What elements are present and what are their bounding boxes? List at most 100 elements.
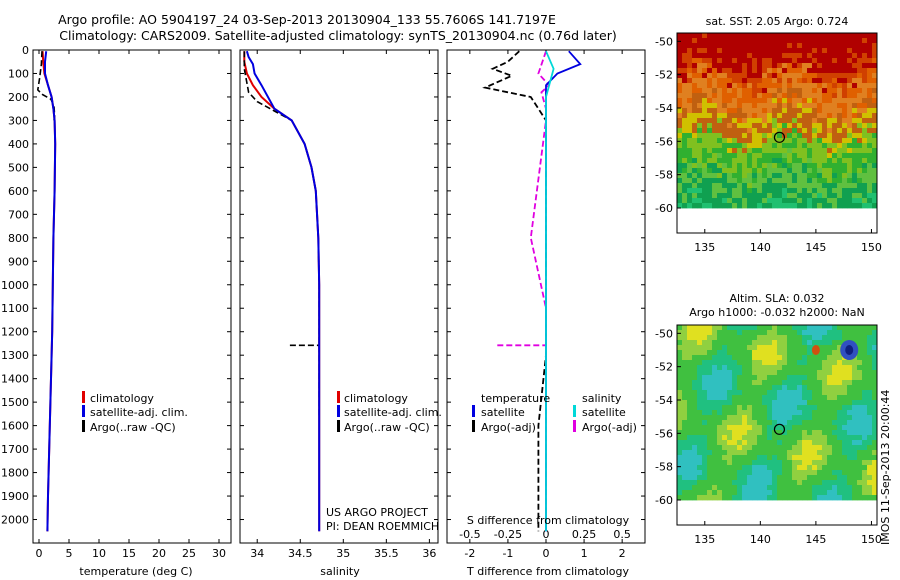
map-cell bbox=[727, 153, 733, 159]
map-cell bbox=[842, 48, 848, 54]
map-cell bbox=[747, 425, 753, 431]
map-cell bbox=[682, 138, 688, 144]
map-cell bbox=[687, 395, 693, 401]
map-cell bbox=[757, 168, 763, 174]
map-cell bbox=[837, 380, 843, 386]
map-cell bbox=[822, 178, 828, 184]
map-cell bbox=[797, 385, 803, 391]
map-cell bbox=[742, 325, 748, 331]
map-cell bbox=[692, 495, 698, 501]
map-cell bbox=[712, 103, 718, 109]
map-cell bbox=[762, 103, 768, 109]
map-cell bbox=[867, 78, 873, 84]
map-cell bbox=[737, 148, 743, 154]
map-cell bbox=[872, 58, 877, 64]
map-cell bbox=[837, 123, 843, 129]
map-cell bbox=[792, 370, 798, 376]
map-cell bbox=[872, 108, 877, 114]
map-cell bbox=[812, 63, 818, 69]
map-cell bbox=[697, 53, 703, 59]
x-tick-label: 36 bbox=[422, 547, 436, 560]
map-cell bbox=[762, 490, 768, 496]
map-cell bbox=[857, 198, 863, 204]
map-cell bbox=[807, 143, 813, 149]
map-cell bbox=[712, 355, 718, 361]
map-cell bbox=[862, 455, 868, 461]
x-tick-label: -2 bbox=[464, 547, 475, 560]
map-cell bbox=[687, 335, 693, 341]
map-cell bbox=[722, 68, 728, 74]
map-cell bbox=[677, 470, 683, 476]
map-cell bbox=[857, 33, 863, 39]
map-cell bbox=[717, 193, 723, 199]
map-cell bbox=[792, 128, 798, 134]
map-cell bbox=[797, 73, 803, 79]
map-cell bbox=[747, 445, 753, 451]
map-cell bbox=[767, 98, 773, 104]
map-cell bbox=[737, 345, 743, 351]
map-cell bbox=[842, 178, 848, 184]
map-cell bbox=[857, 365, 863, 371]
map-cell bbox=[782, 360, 788, 366]
map-cell bbox=[782, 183, 788, 189]
map-cell bbox=[697, 33, 703, 39]
map-cell bbox=[737, 380, 743, 386]
map-cell bbox=[827, 350, 833, 356]
map-cell bbox=[727, 68, 733, 74]
map-cell bbox=[682, 68, 688, 74]
map-cell bbox=[837, 375, 843, 381]
map-cell bbox=[802, 168, 808, 174]
map-cell bbox=[727, 440, 733, 446]
map-cell bbox=[687, 68, 693, 74]
map-cell bbox=[717, 183, 723, 189]
map-cell bbox=[737, 133, 743, 139]
map-cell bbox=[802, 203, 808, 209]
map-cell bbox=[862, 108, 868, 114]
map-cell bbox=[817, 395, 823, 401]
map-cell bbox=[792, 183, 798, 189]
map-cell bbox=[752, 400, 758, 406]
y-tick-label: -58 bbox=[655, 169, 673, 182]
map-cell bbox=[762, 73, 768, 79]
map-cell bbox=[802, 53, 808, 59]
map-cell bbox=[837, 188, 843, 194]
map-cell bbox=[752, 58, 758, 64]
map-cell bbox=[792, 445, 798, 451]
map-cell bbox=[777, 370, 783, 376]
map-cell bbox=[697, 88, 703, 94]
map-cell bbox=[692, 138, 698, 144]
map-cell bbox=[782, 400, 788, 406]
map-cell bbox=[812, 53, 818, 59]
map-cell bbox=[742, 48, 748, 54]
map-cell bbox=[782, 158, 788, 164]
map-cell bbox=[802, 430, 808, 436]
map-cell bbox=[697, 495, 703, 501]
map-cell bbox=[867, 58, 873, 64]
map-cell bbox=[857, 88, 863, 94]
salinity-axes: 34 34.5 35 35.5 36 bbox=[240, 49, 438, 560]
map-cell bbox=[872, 128, 877, 134]
legend-swatch-satellite bbox=[337, 405, 340, 417]
map-cell bbox=[677, 98, 683, 104]
map-cell bbox=[872, 380, 877, 386]
map-cell bbox=[822, 485, 828, 491]
temperature-legend: climatology satellite-adj. clim. Argo(..… bbox=[82, 391, 188, 434]
map-cell bbox=[872, 390, 877, 396]
map-cell bbox=[762, 495, 768, 501]
map-cell bbox=[822, 425, 828, 431]
map-cell bbox=[832, 48, 838, 54]
map-cell bbox=[807, 193, 813, 199]
map-cell bbox=[682, 153, 688, 159]
map-cell bbox=[807, 380, 813, 386]
map-cell bbox=[707, 188, 713, 194]
map-cell bbox=[792, 138, 798, 144]
map-cell bbox=[782, 188, 788, 194]
map-cell bbox=[842, 390, 848, 396]
map-cell bbox=[862, 198, 868, 204]
map-cell bbox=[747, 335, 753, 341]
map-cell bbox=[757, 360, 763, 366]
map-cell bbox=[832, 460, 838, 466]
map-cell bbox=[777, 335, 783, 341]
map-cell bbox=[752, 425, 758, 431]
map-cell bbox=[717, 143, 723, 149]
